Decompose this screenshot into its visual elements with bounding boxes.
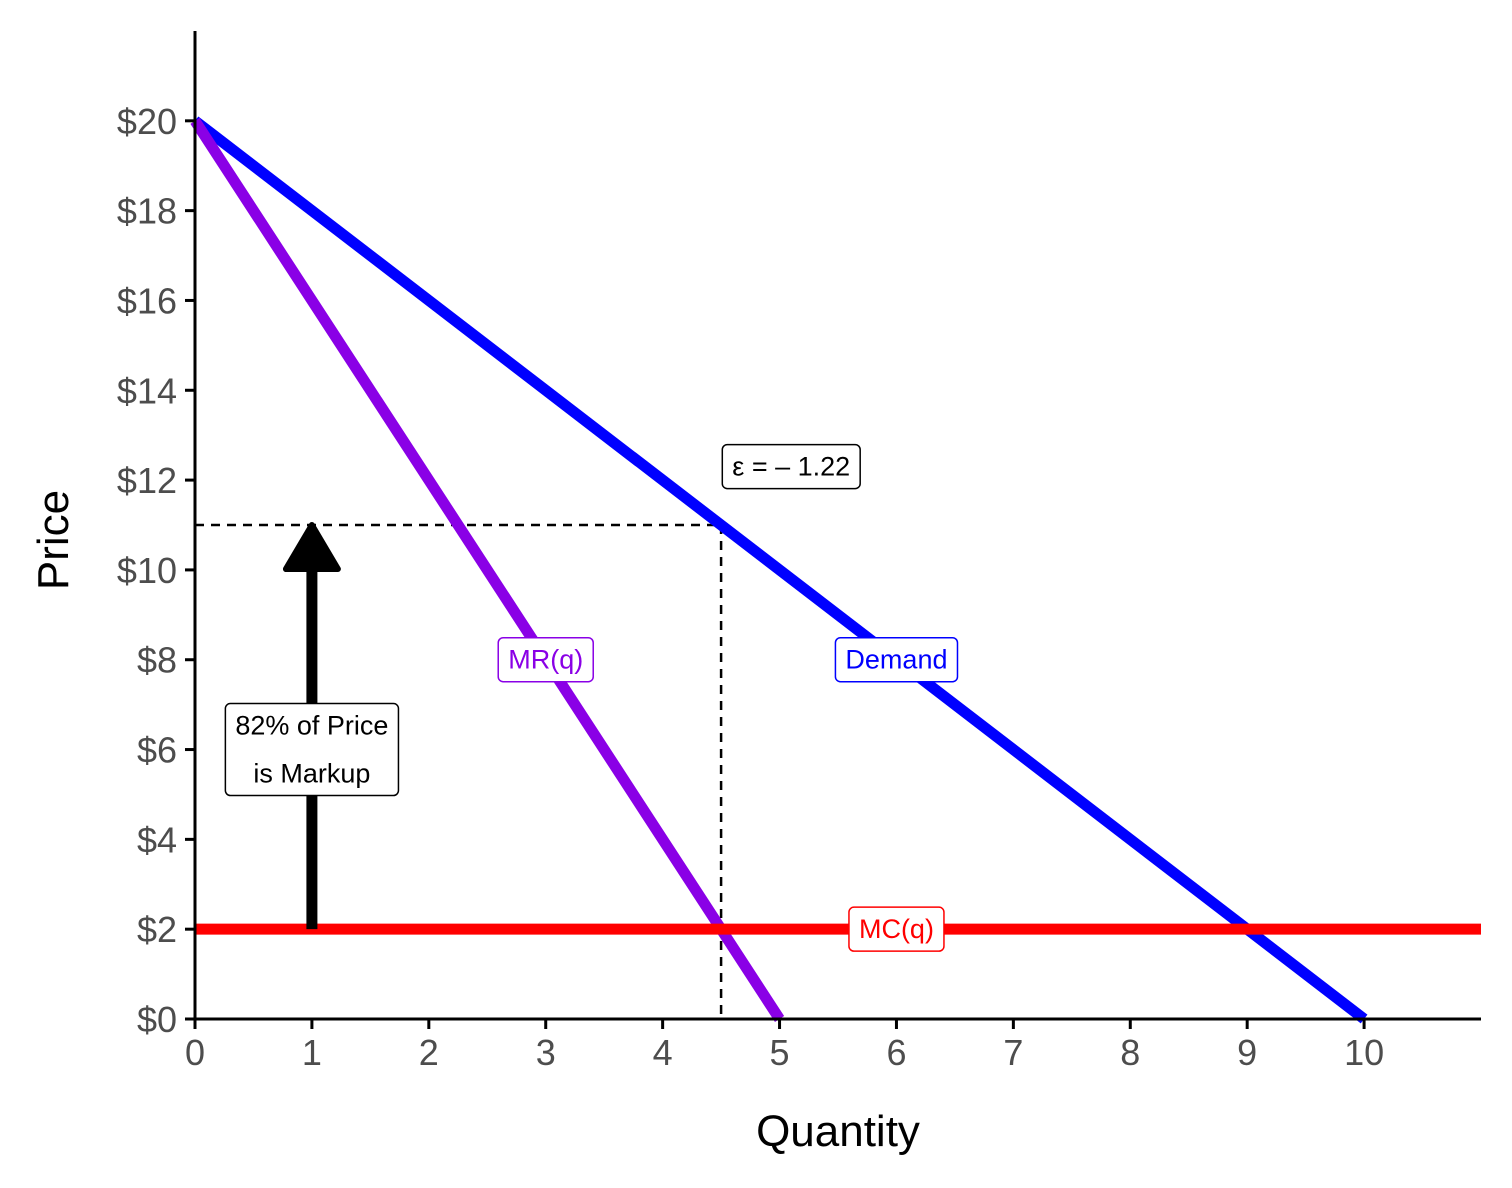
curve-labels-layer: Demand MR(q) MC(q) xyxy=(497,636,959,952)
y-tick-label: $2 xyxy=(137,909,177,950)
y-tick-label: $16 xyxy=(117,280,177,321)
x-tick-label: 10 xyxy=(1344,1032,1384,1073)
x-tick-label: 2 xyxy=(419,1032,439,1073)
x-tick-label: 6 xyxy=(886,1032,906,1073)
series-line-demand xyxy=(191,116,1368,1024)
curve-label-demand-text: Demand xyxy=(845,645,947,675)
x-tick-label: 3 xyxy=(536,1032,556,1073)
y-tick-label: $10 xyxy=(117,550,177,591)
x-tick-label: 8 xyxy=(1120,1032,1140,1073)
y-tick-label: $14 xyxy=(117,370,177,411)
y-tick-label: $12 xyxy=(117,460,177,501)
y-tick-label: $0 xyxy=(137,999,177,1040)
ticks-layer: 0 1 2 3 4 5 6 7 8 9 10 $0 $2 $4 $6 $8 $10 $12 $14 $16 $18 $20 xyxy=(117,101,1384,1073)
y-tick-label: $18 xyxy=(117,191,177,232)
x-axis-title: Quantity xyxy=(756,1107,920,1156)
markup-arrow-head xyxy=(282,522,341,572)
annotation-elasticity-box xyxy=(721,443,861,490)
annotation-elasticity-text: ε = – 1.22 xyxy=(732,452,850,482)
x-tick-label: 4 xyxy=(653,1032,673,1073)
curve-label-demand-box xyxy=(834,636,959,683)
curve-label-mc-q: MC(q) xyxy=(848,906,945,952)
curve-label-mc-q-text: MC(q) xyxy=(859,914,934,944)
x-tick-label: 5 xyxy=(770,1032,790,1073)
series-line-mr-q xyxy=(190,117,785,1023)
y-tick-label: $20 xyxy=(117,101,177,142)
series-layer xyxy=(190,116,1481,1024)
y-tick-label: $8 xyxy=(137,640,177,681)
annotation-markup-text: 82% of Price xyxy=(235,711,388,741)
x-tick-label: 9 xyxy=(1237,1032,1257,1073)
annotation-markup: 82% of Price is Markup xyxy=(224,702,400,797)
y-axis-title: Price xyxy=(29,490,78,590)
x-tick-label: 7 xyxy=(1003,1032,1023,1073)
curve-label-demand: Demand xyxy=(834,636,959,683)
x-tick-label: 0 xyxy=(185,1032,205,1073)
annotations-layer: ε = – 1.22 82% of Price is Markup xyxy=(224,443,861,797)
y-tick-label: $4 xyxy=(137,819,177,860)
axes-layer xyxy=(193,31,1481,1021)
annotation-elasticity: ε = – 1.22 xyxy=(721,443,861,490)
annotation-markup-box xyxy=(224,702,400,797)
curve-label-mr-q: MR(q) xyxy=(497,636,594,683)
curve-label-mr-q-text: MR(q) xyxy=(508,645,583,675)
annotation-markup-text: is Markup xyxy=(253,759,370,789)
curve-label-mc-q-box xyxy=(848,906,945,952)
y-tick-label: $6 xyxy=(137,730,177,771)
x-tick-label: 1 xyxy=(302,1032,322,1073)
curve-label-mr-q-box xyxy=(497,636,594,683)
